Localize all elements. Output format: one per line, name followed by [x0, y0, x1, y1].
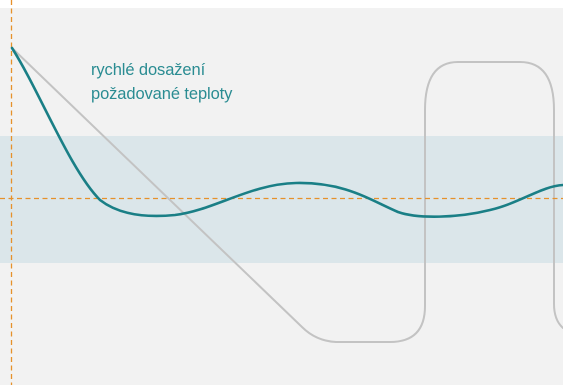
- controlled-temperature-curve: [10, 46, 563, 218]
- annotation-line-2: požadované teploty: [91, 85, 233, 103]
- fast-setpoint-annotation: rychlé dosažení požadované teploty: [91, 58, 311, 106]
- annotation-line-1: rychlé dosažení: [91, 61, 206, 79]
- tolerance-band: [0, 136, 563, 263]
- uncontrolled-temperature-curve: [11, 47, 563, 343]
